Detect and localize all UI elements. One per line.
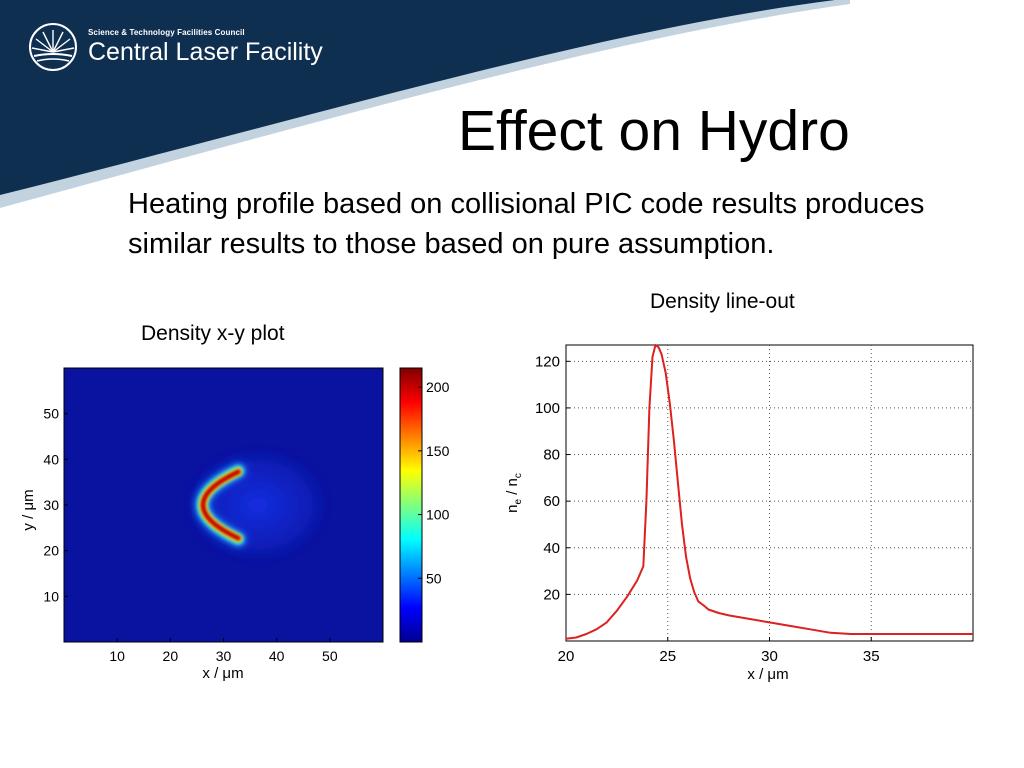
heatmap-y-tick-label: 20 — [43, 543, 59, 559]
heatmap-x-tick-label: 30 — [216, 648, 232, 664]
heatmap-x-tick-label: 10 — [109, 648, 125, 664]
heatmap-density-feature — [180, 443, 335, 567]
lineout-y-tick-label: 80 — [543, 447, 560, 464]
lineout-x-tick-label: 30 — [761, 648, 778, 665]
density-lineout-chart: 20 25 30 35 20 40 60 80 100 120 x / μm ne / nc — [504, 344, 974, 683]
lineout-x-axis-label: x / μm — [747, 666, 788, 683]
colorbar-tick-label: 100 — [426, 507, 450, 523]
facility-name: Central Laser Facility — [88, 37, 323, 66]
heatmap-x-axis-label: x / μm — [202, 665, 243, 682]
lineout-y-tick-label: 120 — [535, 353, 560, 370]
heatmap-x-tick-label: 40 — [269, 648, 285, 664]
council-name: Science & Technology Facilities Council — [88, 27, 245, 37]
heatmap-y-axis-label: y / μm — [20, 489, 37, 530]
colorbar-tick-label: 200 — [426, 379, 450, 395]
density-xy-heatmap: 10 20 30 40 50 10 20 30 40 50 x / μm y / μm 50 100… — [20, 367, 450, 682]
lineout-y-axis-label-text: ne / nc — [504, 473, 524, 513]
lineout-series — [565, 344, 973, 640]
heatmap-y-tick-label: 30 — [43, 497, 59, 513]
heatmap-x-tick-label: 20 — [163, 648, 179, 664]
sunburst-logo-icon — [29, 23, 77, 71]
heatmap-plot-area — [63, 367, 384, 643]
colorbar-tick-label: 150 — [426, 443, 450, 459]
lineout-ticks: 20 25 30 35 20 40 60 80 100 120 — [535, 353, 880, 665]
caption-density-lineout: Density line-out — [650, 290, 795, 313]
colorbar-gradient — [399, 367, 423, 643]
stfc-logo: Science & Technology Facilities Council … — [28, 22, 323, 72]
lineout-y-axis-label: ne / nc — [504, 473, 524, 513]
lineout-y-tick-label: 40 — [543, 540, 560, 557]
heatmap-y-tick-label: 10 — [43, 588, 59, 604]
slide-title: Effect on Hydro — [458, 99, 850, 163]
header-band-navy — [0, 0, 835, 195]
heatmap-crescent-core — [201, 470, 240, 540]
heatmap-colorbar: 50 100 150 200 — [399, 367, 450, 643]
lineout-x-tick-label: 35 — [863, 648, 880, 665]
lineout-grid — [566, 345, 973, 641]
colorbar-tick-label: 50 — [426, 570, 442, 586]
heatmap-y-tick-label: 50 — [43, 406, 59, 422]
lineout-x-tick-label: 20 — [558, 648, 575, 665]
lineout-x-tick-label: 25 — [659, 648, 676, 665]
caption-density-xy: Density x-y plot — [141, 322, 285, 345]
lineout-y-tick-label: 100 — [535, 400, 560, 417]
header-band — [0, 0, 850, 208]
slide-body-text: Heating profile based on collisional PIC… — [128, 188, 925, 260]
lineout-y-tick-label: 20 — [543, 586, 560, 603]
heatmap-axes: 10 20 30 40 50 10 20 30 40 50 — [43, 406, 337, 664]
lineout-y-tick-label: 60 — [543, 493, 560, 510]
heatmap-y-tick-label: 40 — [43, 451, 59, 467]
heatmap-x-tick-label: 50 — [322, 648, 338, 664]
lineout-series-line — [565, 344, 973, 640]
